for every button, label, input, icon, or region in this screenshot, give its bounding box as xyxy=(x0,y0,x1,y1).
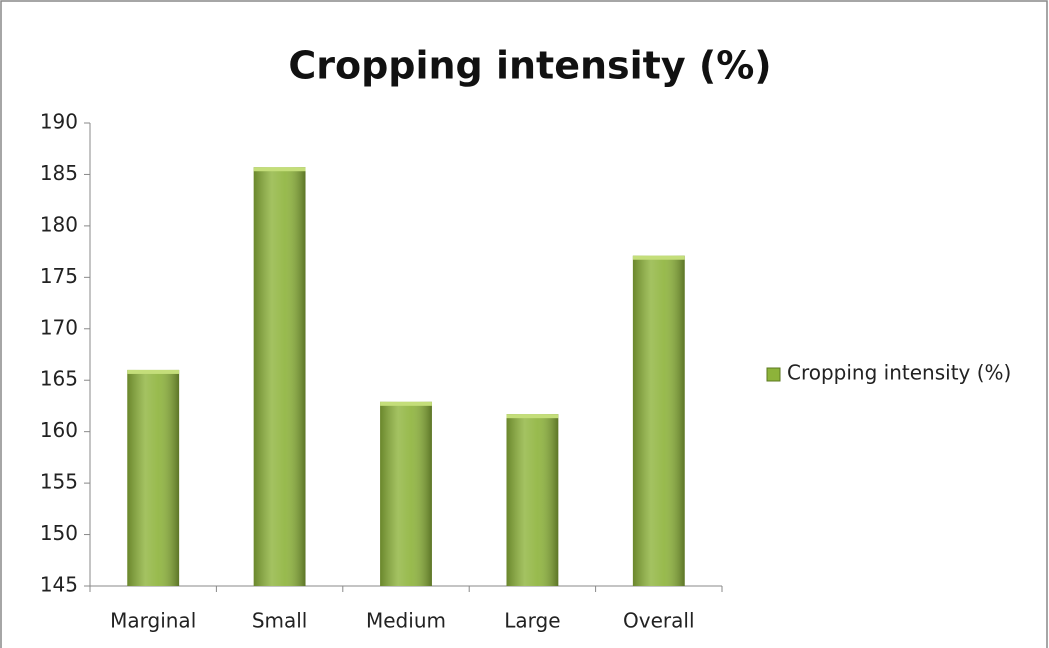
y-tick-label: 180 xyxy=(40,212,78,236)
y-tick-label: 165 xyxy=(40,367,78,391)
bar-shade xyxy=(380,401,432,586)
x-tick-label: Medium xyxy=(366,609,446,633)
chart-title: Cropping intensity (%) xyxy=(288,44,771,88)
y-tick-label: 150 xyxy=(40,521,78,545)
bar-cap xyxy=(506,414,559,419)
bar-shade xyxy=(632,255,685,586)
x-tick-label: Marginal xyxy=(110,609,196,633)
x-tick-label: Overall xyxy=(623,609,694,633)
x-tick-label: Small xyxy=(252,609,308,633)
y-tick-label: 175 xyxy=(40,264,78,288)
y-tick-label: 170 xyxy=(40,315,78,339)
y-tick-label: 155 xyxy=(40,470,78,494)
bar-shade xyxy=(127,369,180,586)
bar-shade xyxy=(506,414,559,586)
bar-cap xyxy=(127,369,180,374)
y-tick-label: 160 xyxy=(40,418,78,442)
bar-cap xyxy=(632,255,685,260)
legend-swatch xyxy=(766,367,781,382)
y-tick-label: 190 xyxy=(40,110,78,134)
legend-label: Cropping intensity (%) xyxy=(787,361,1011,385)
x-tick-label: Large xyxy=(504,609,560,633)
y-tick-label: 185 xyxy=(40,161,78,185)
bar-cap xyxy=(380,401,432,406)
bar-cap xyxy=(253,167,306,172)
y-tick-label: 145 xyxy=(40,573,78,597)
bar-shade xyxy=(253,167,306,586)
